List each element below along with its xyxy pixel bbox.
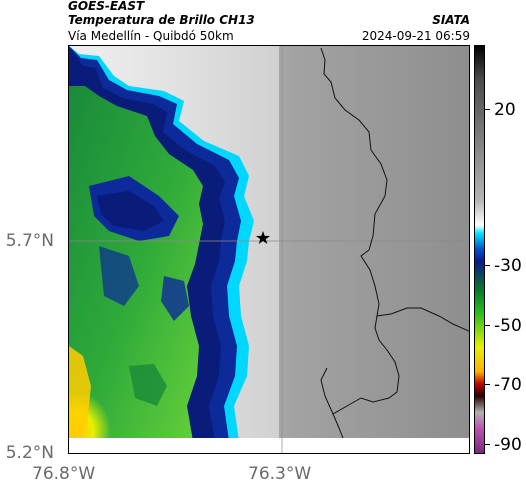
star-marker — [256, 231, 270, 245]
lon-tick-label: 76.8°W — [32, 464, 96, 484]
organization-label: SIATA — [432, 13, 470, 27]
colorbar-tick — [485, 325, 490, 326]
timestamp-label: 2024-09-21 06:59 — [361, 29, 470, 43]
colorbar-label: -90 — [494, 435, 522, 455]
colorbar-label: -70 — [494, 375, 522, 395]
satellite-map[interactable] — [68, 45, 470, 454]
lon-tick-label: 76.3°W — [248, 464, 312, 484]
source-label: GOES-EAST — [68, 0, 145, 13]
colorbar-tick — [485, 444, 490, 445]
colorbar-label: 20 — [494, 100, 516, 120]
colorbar-tick — [485, 265, 490, 266]
colorbar-tick — [485, 384, 490, 385]
colorbar-label: -50 — [494, 316, 522, 336]
region-label: Vía Medellín - Quibdó 50km — [68, 29, 234, 43]
colorbar-tick — [485, 109, 490, 110]
product-title: Temperatura de Brillo CH13 — [68, 13, 255, 27]
colorbar — [474, 45, 485, 454]
lat-tick-label: 5.7°N — [5, 231, 54, 251]
satellite-image — [69, 46, 469, 453]
colorbar-label: -30 — [494, 256, 522, 276]
lat-tick-label: 5.2°N — [5, 443, 54, 463]
